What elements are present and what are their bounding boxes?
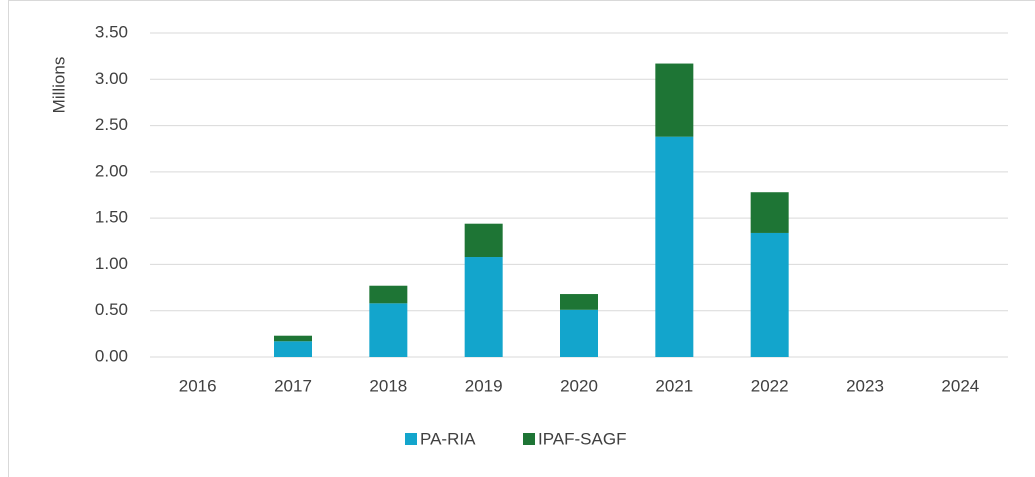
x-tick-label: 2023 xyxy=(846,376,884,395)
x-tick-label: 2022 xyxy=(751,376,789,395)
x-tick-label: 2024 xyxy=(941,376,979,395)
x-tick-label: 2017 xyxy=(274,376,312,395)
bar-segment xyxy=(655,136,694,357)
x-tick-label: 2019 xyxy=(465,376,503,395)
bar-segment xyxy=(274,341,312,357)
y-tick-label: 3.50 xyxy=(95,22,128,41)
x-tick-label: 2020 xyxy=(560,376,598,395)
y-tick-label: 2.50 xyxy=(95,115,128,134)
legend-label: IPAF-SAGF xyxy=(538,429,626,448)
bar-segment xyxy=(655,63,694,137)
y-tick-label: 1.50 xyxy=(95,208,128,227)
legend-swatch xyxy=(405,433,417,445)
y-tick-label: 1.00 xyxy=(95,254,128,273)
bar-segment xyxy=(464,223,503,258)
bar-segment xyxy=(274,335,312,342)
y-tick-label: 0.50 xyxy=(95,300,128,319)
x-tick-label: 2016 xyxy=(179,376,217,395)
legend-label: PA-RIA xyxy=(420,429,476,448)
chart-frame xyxy=(8,0,1035,477)
bar-segment xyxy=(750,192,789,233)
bar-segment xyxy=(560,294,598,310)
y-tick-label: 0.00 xyxy=(95,346,128,365)
y-axis-title: Millions xyxy=(49,57,68,114)
legend-swatch xyxy=(523,433,535,445)
y-tick-label: 2.00 xyxy=(95,161,128,180)
bar-segment xyxy=(560,309,598,357)
bar-segment xyxy=(750,232,789,357)
x-tick-label: 2018 xyxy=(369,376,407,395)
bar-segment xyxy=(464,257,503,357)
bar-segment xyxy=(369,303,408,357)
bar-segment xyxy=(369,285,408,304)
x-tick-label: 2021 xyxy=(655,376,693,395)
y-tick-label: 3.00 xyxy=(95,69,128,88)
